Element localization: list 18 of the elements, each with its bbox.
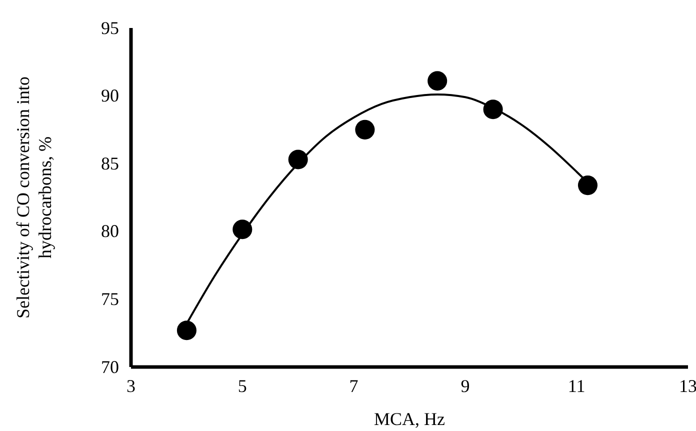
x-tick-label: 5 <box>238 376 247 396</box>
y-tick-label: 85 <box>101 153 119 174</box>
y-tick-label: 75 <box>101 288 119 309</box>
y-tick-label: 90 <box>101 86 119 106</box>
x-tick-label: 11 <box>568 376 586 396</box>
point <box>428 71 448 91</box>
y-axis-title: Selectivity of CO conversion into hydrocarbons, % <box>13 76 55 318</box>
x-tick-label: 3 <box>126 376 136 396</box>
y-tick-label: 80 <box>101 221 119 242</box>
x-tick-label: 7 <box>349 376 358 396</box>
point <box>176 320 196 340</box>
point <box>355 120 375 140</box>
point <box>578 176 598 196</box>
x-tick-label: 13 <box>679 376 696 396</box>
x-axis-title: MCA, Hz <box>374 409 446 429</box>
x-tick-label: 9 <box>460 376 470 396</box>
y-tick-label: 95 <box>101 18 119 38</box>
y-tick-label: 70 <box>101 356 119 377</box>
